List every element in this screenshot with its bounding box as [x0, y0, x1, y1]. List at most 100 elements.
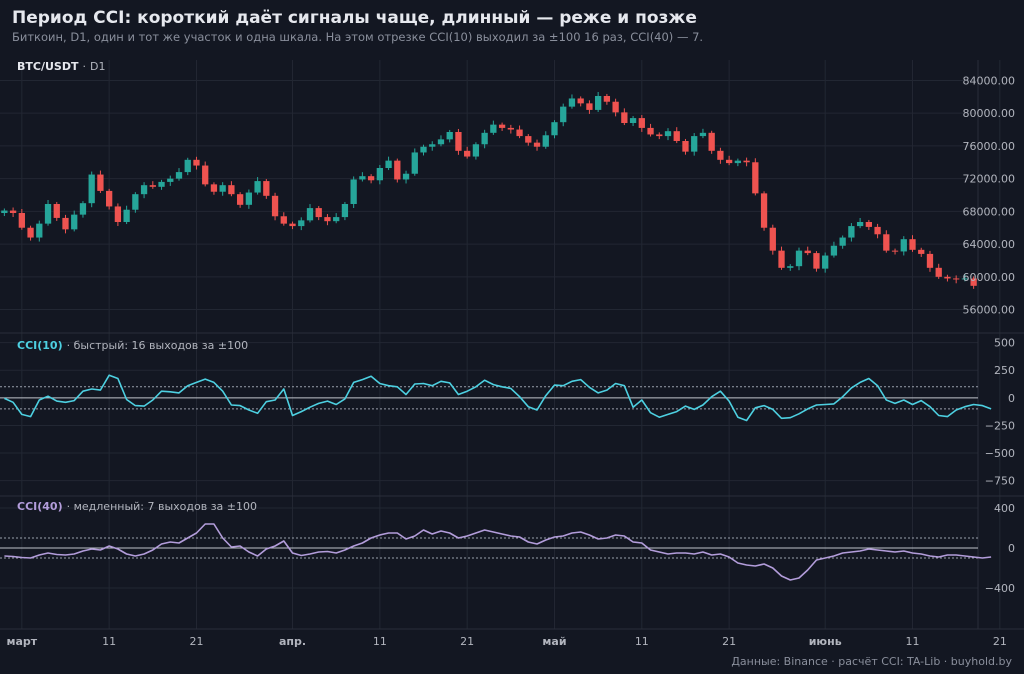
candle-body — [708, 132, 715, 151]
cci-fast-label: CCI(10) · быстрый: 16 выходов за ±100 — [17, 339, 248, 352]
candle-body — [411, 152, 418, 174]
candle-body — [420, 146, 427, 153]
candle — [542, 131, 549, 149]
pane-labels: BTC/USDT · D1 CCI(10) · быстрый: 16 выходов… — [17, 60, 257, 513]
candle-body — [673, 131, 680, 141]
cci-fast-tick-label: 500 — [994, 337, 1015, 350]
candle-body — [909, 239, 916, 250]
candle-body — [149, 185, 156, 187]
candle — [464, 146, 471, 159]
candle — [813, 251, 820, 272]
time-tick-label: март — [6, 635, 37, 648]
cci-slow-tick-label: 400 — [994, 502, 1015, 515]
cci-fast-line — [4, 374, 992, 422]
candle-body — [848, 226, 855, 238]
candle — [44, 199, 52, 226]
candle-body — [158, 181, 165, 187]
candle — [280, 212, 287, 226]
time-tick-label: 11 — [635, 635, 649, 648]
time-tick-label: июнь — [809, 635, 842, 648]
price-tick-label: 80000.00 — [963, 107, 1016, 120]
candle-body — [560, 106, 567, 123]
candle — [202, 161, 209, 187]
candle-body — [350, 179, 357, 204]
candle — [612, 98, 619, 117]
candle-body — [883, 234, 890, 251]
candle-body — [481, 132, 488, 145]
candle-body — [79, 203, 87, 215]
candle-body — [306, 208, 314, 221]
candle — [149, 181, 156, 189]
candle — [437, 135, 445, 147]
candle — [1, 208, 8, 217]
candle — [402, 170, 410, 184]
candle — [420, 144, 427, 156]
candle-body — [367, 176, 375, 181]
candle-body — [236, 194, 244, 205]
candle-body — [795, 250, 803, 267]
candle-body — [961, 278, 969, 280]
cci-fast-tick-label: −750 — [985, 475, 1015, 488]
candle — [752, 158, 759, 196]
pane-separators — [0, 60, 1024, 630]
candle-body — [629, 118, 637, 123]
candle — [298, 217, 305, 231]
candle — [656, 132, 663, 140]
cci-fast-tick-label: −500 — [985, 447, 1015, 460]
candle — [36, 220, 43, 242]
candle-body — [787, 266, 794, 268]
candle-body — [874, 226, 881, 235]
candle — [88, 171, 95, 208]
candle-body — [856, 222, 864, 227]
candle — [935, 263, 942, 279]
candle-body — [446, 132, 453, 140]
candle-body — [228, 185, 235, 195]
candle-body — [62, 217, 69, 230]
candle — [123, 205, 130, 225]
timeframe-label: D1 — [90, 60, 105, 73]
candle-body — [210, 184, 218, 192]
candle — [760, 191, 768, 231]
candle — [533, 139, 541, 151]
candle-body — [926, 253, 934, 268]
candle — [228, 181, 235, 197]
candle — [175, 168, 183, 181]
candle-body — [132, 194, 139, 210]
candle — [638, 115, 645, 132]
candle-body — [202, 165, 209, 185]
candle — [359, 172, 366, 182]
candle-body — [734, 160, 742, 164]
y-axes: 56000.00 60000.00 64000.00 68000.00 72000.00… — [963, 74, 1016, 595]
candle — [682, 138, 689, 155]
candle — [394, 158, 401, 183]
candle — [830, 241, 838, 258]
candle-body — [935, 267, 942, 277]
candle-body — [865, 222, 872, 227]
candle — [53, 201, 60, 221]
candle-body — [551, 122, 558, 136]
candle-body — [437, 139, 445, 145]
cci-slow-pane — [0, 523, 992, 581]
candle — [341, 201, 349, 221]
cci-fast-pane — [0, 374, 992, 422]
candle — [560, 103, 567, 127]
candle-body — [472, 144, 480, 157]
cci-fast-tick-label: −250 — [985, 419, 1015, 432]
candle-body — [682, 141, 689, 152]
price-tick-label: 76000.00 — [963, 140, 1016, 153]
candle — [271, 192, 279, 221]
candle — [568, 94, 576, 109]
candle-body — [289, 223, 296, 227]
candle — [734, 158, 742, 167]
candle-body — [830, 245, 838, 256]
candle — [822, 252, 829, 273]
candle — [263, 179, 270, 199]
candle — [306, 204, 314, 223]
candle — [210, 182, 218, 195]
cci-fast-tick-label: 0 — [1008, 392, 1015, 405]
candle — [577, 96, 584, 107]
candle — [27, 225, 34, 241]
candle-body — [298, 220, 305, 227]
price-tick-label: 60000.00 — [963, 271, 1016, 284]
